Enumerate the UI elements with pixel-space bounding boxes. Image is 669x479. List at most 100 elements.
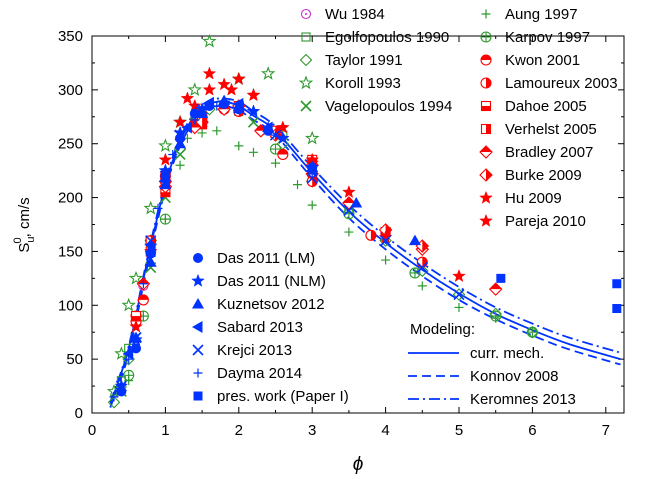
legend-marker <box>479 190 493 204</box>
legend-label: Karpov 1997 <box>505 29 590 46</box>
data-point <box>293 180 303 190</box>
legend-label: Keromnes 2013 <box>470 391 576 408</box>
x-tick-label: 3 <box>308 422 316 439</box>
y-tick-label: 0 <box>75 405 83 422</box>
data-point <box>365 229 377 241</box>
data-point <box>144 245 156 258</box>
data-point <box>181 121 192 134</box>
legend-marker <box>191 273 205 287</box>
data-point <box>261 66 276 80</box>
data-point <box>305 130 320 145</box>
data-point <box>612 304 622 314</box>
data-point <box>488 282 503 296</box>
y-axis-label-unit: , cm/s <box>16 197 33 237</box>
legend-label: Lamoureux 2003 <box>505 75 618 92</box>
data-point <box>224 82 239 96</box>
legend-marker <box>480 77 492 89</box>
data-point <box>342 184 356 198</box>
x-tick-label: 7 <box>602 422 610 439</box>
data-point <box>417 281 427 291</box>
data-point <box>115 380 127 392</box>
y-tick-label: 50 <box>66 351 83 368</box>
y-tick-label: 150 <box>58 243 83 260</box>
data-point <box>138 279 148 289</box>
data-point <box>380 235 392 247</box>
series-12 <box>158 99 430 253</box>
legend-marker <box>479 168 493 182</box>
data-point <box>234 141 244 151</box>
data-point <box>190 115 200 125</box>
legend-label: Wu 1984 <box>325 6 385 23</box>
data-point <box>121 297 136 312</box>
legend-marker <box>193 391 203 401</box>
legend-marker <box>300 8 312 20</box>
data-point <box>612 279 622 289</box>
data-point <box>180 91 195 105</box>
x-tick-label: 6 <box>528 422 536 439</box>
data-point <box>248 147 258 157</box>
data-point <box>454 302 464 312</box>
y-tick-label: 200 <box>58 190 83 207</box>
legend-label: Dahoe 2005 <box>505 98 587 115</box>
data-point <box>158 138 173 152</box>
legend-label: curr. mech. <box>470 345 544 362</box>
data-point <box>202 82 217 96</box>
data-point <box>202 33 217 48</box>
data-point <box>173 114 187 128</box>
data-point <box>343 204 355 217</box>
data-point <box>131 343 142 354</box>
legend-label: Burke 2009 <box>505 167 582 184</box>
legend-label: Das 2011 (NLM) <box>217 273 326 290</box>
data-point <box>452 288 466 301</box>
legend-marker <box>300 100 312 112</box>
modeling-heading: Modeling: <box>410 321 475 338</box>
legend-label: Verhelst 2005 <box>505 121 597 138</box>
x-tick-label: 1 <box>161 422 169 439</box>
legend-marker <box>480 31 492 43</box>
legend-label: Taylor 1991 <box>325 52 403 69</box>
legend: Wu 1984 Egolfopoulos 1990 Taylor 1991 Korol… <box>191 6 618 408</box>
series-21 <box>496 273 622 314</box>
legend-marker <box>192 321 203 333</box>
series-11 <box>136 102 503 296</box>
data-point <box>145 235 157 247</box>
data-point <box>130 332 142 344</box>
data-markers <box>106 33 622 409</box>
y-tick-label: 350 <box>58 28 83 45</box>
data-point <box>271 130 280 140</box>
legend-marker <box>480 100 492 112</box>
data-point <box>202 66 217 80</box>
data-point <box>381 255 391 265</box>
data-point <box>196 107 209 119</box>
data-point <box>344 227 354 237</box>
legend-marker <box>479 145 493 159</box>
y-tick-label: 100 <box>58 297 83 314</box>
data-point <box>122 347 134 360</box>
y-axis-label-sup: 0 <box>12 237 24 243</box>
data-point <box>277 148 289 161</box>
data-point <box>174 148 186 161</box>
series-6 <box>123 116 538 381</box>
data-point <box>218 94 231 106</box>
data-point <box>496 273 506 283</box>
data-point <box>416 262 428 274</box>
data-point <box>107 395 121 409</box>
data-point <box>452 268 466 283</box>
data-point <box>129 319 143 333</box>
legend-label: Sabard 2013 <box>217 319 303 336</box>
data-point <box>526 326 538 338</box>
legend-label: Hu 2009 <box>505 190 562 207</box>
legend-marker <box>298 75 314 90</box>
data-point <box>123 369 135 381</box>
data-point <box>271 158 280 168</box>
data-point <box>408 234 421 246</box>
legend-label: Pareja 2010 <box>505 213 586 230</box>
data-point <box>262 121 273 134</box>
legend-marker <box>193 368 203 378</box>
data-point <box>158 152 173 166</box>
data-point <box>246 87 261 102</box>
data-point <box>175 160 185 170</box>
legend-marker <box>479 213 493 227</box>
data-point <box>416 256 428 268</box>
